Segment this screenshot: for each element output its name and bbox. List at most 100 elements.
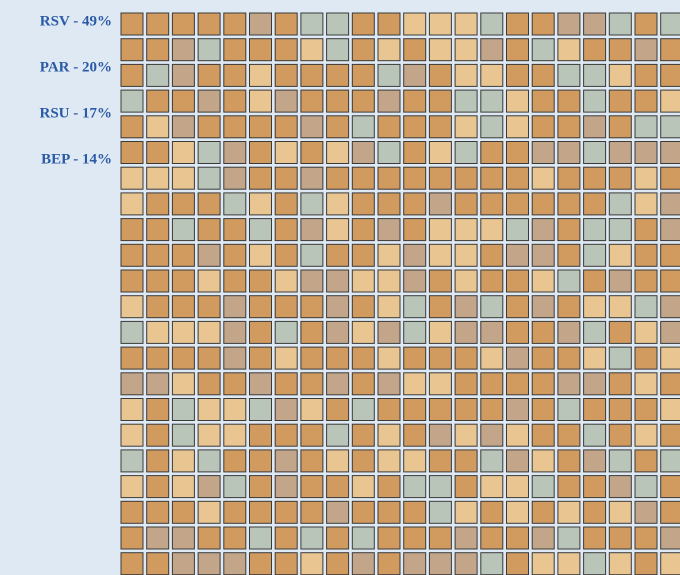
waffle-cell xyxy=(351,166,375,190)
waffle-cell xyxy=(454,552,478,575)
waffle-cell xyxy=(197,63,221,87)
waffle-cell xyxy=(197,423,221,447)
waffle-cell xyxy=(146,89,170,113)
waffle-cell xyxy=(120,372,144,396)
waffle-cell xyxy=(120,526,144,550)
waffle-cell xyxy=(480,218,504,242)
waffle-cell xyxy=(454,449,478,473)
waffle-cell xyxy=(557,449,581,473)
waffle-cell xyxy=(223,526,247,550)
waffle-cell xyxy=(351,115,375,139)
waffle-cell xyxy=(146,475,170,499)
waffle-cell xyxy=(351,320,375,344)
waffle-cell xyxy=(197,372,221,396)
waffle-cell xyxy=(300,115,324,139)
waffle-cell xyxy=(403,320,427,344)
waffle-cell xyxy=(557,295,581,319)
waffle-cell xyxy=(351,526,375,550)
waffle-cell xyxy=(557,320,581,344)
waffle-cell xyxy=(274,475,298,499)
waffle-cell xyxy=(300,166,324,190)
waffle-cell xyxy=(583,269,607,293)
waffle-cell xyxy=(634,398,658,421)
waffle-cell xyxy=(428,63,452,87)
waffle-cell xyxy=(634,526,658,550)
waffle-cell xyxy=(249,475,272,499)
waffle-cell xyxy=(120,423,144,447)
waffle-cell xyxy=(377,166,401,190)
legend-label: BEP - 14% xyxy=(41,151,112,167)
waffle-cell xyxy=(608,63,632,87)
waffle-cell xyxy=(274,269,298,293)
waffle-cell xyxy=(583,12,607,36)
waffle-cell xyxy=(300,320,324,344)
waffle-cell xyxy=(583,423,607,447)
waffle-cell xyxy=(223,552,247,575)
waffle-cell xyxy=(249,320,272,344)
waffle-cell xyxy=(300,141,324,164)
waffle-cell xyxy=(274,38,298,62)
waffle-cell xyxy=(506,552,529,575)
waffle-cell xyxy=(454,423,478,447)
waffle-cell xyxy=(326,320,350,344)
waffle-cell xyxy=(249,63,272,87)
waffle-cell xyxy=(660,295,680,319)
waffle-cell xyxy=(403,475,427,499)
waffle-cell xyxy=(326,398,350,421)
waffle-cell xyxy=(480,192,504,216)
waffle-cell xyxy=(197,526,221,550)
waffle-cell xyxy=(403,423,427,447)
waffle-cell xyxy=(300,526,324,550)
waffle-cell xyxy=(351,423,375,447)
waffle-cell xyxy=(326,115,350,139)
waffle-cell xyxy=(120,269,144,293)
waffle-cell xyxy=(557,372,581,396)
waffle-cell xyxy=(326,12,350,36)
waffle-cell xyxy=(428,89,452,113)
waffle-cell xyxy=(634,141,658,164)
waffle-cell xyxy=(480,115,504,139)
waffle-cell xyxy=(428,115,452,139)
waffle-cell xyxy=(634,449,658,473)
waffle-cell xyxy=(300,552,324,575)
waffle-cell xyxy=(351,269,375,293)
waffle-cell xyxy=(351,552,375,575)
waffle-cell xyxy=(557,552,581,575)
waffle-cell xyxy=(223,192,247,216)
waffle-cell xyxy=(223,63,247,87)
waffle-cell xyxy=(454,218,478,242)
waffle-cell xyxy=(377,475,401,499)
waffle-cell xyxy=(531,295,555,319)
waffle-cell xyxy=(146,38,170,62)
waffle-cell xyxy=(171,500,195,524)
waffle-cell xyxy=(249,141,272,164)
waffle-cell xyxy=(557,423,581,447)
waffle-cell xyxy=(660,218,680,242)
waffle-cell xyxy=(480,449,504,473)
waffle-cell xyxy=(557,12,581,36)
waffle-cell xyxy=(480,346,504,370)
waffle-cell xyxy=(506,346,529,370)
waffle-cell xyxy=(531,552,555,575)
waffle-cell xyxy=(249,38,272,62)
waffle-cell xyxy=(120,320,144,344)
waffle-cell xyxy=(120,243,144,267)
waffle-cell xyxy=(506,269,529,293)
waffle-cell xyxy=(660,192,680,216)
waffle-cell xyxy=(428,500,452,524)
waffle-cell xyxy=(428,269,452,293)
waffle-cell xyxy=(197,89,221,113)
waffle-cell xyxy=(377,141,401,164)
waffle-cell xyxy=(120,38,144,62)
waffle-cell xyxy=(249,372,272,396)
waffle-cell xyxy=(454,38,478,62)
waffle-cell xyxy=(249,192,272,216)
waffle-cell xyxy=(249,295,272,319)
waffle-cell xyxy=(300,500,324,524)
waffle-cell xyxy=(403,115,427,139)
waffle-cell xyxy=(428,192,452,216)
waffle-cell xyxy=(300,423,324,447)
waffle-cell xyxy=(171,346,195,370)
waffle-cell xyxy=(351,346,375,370)
